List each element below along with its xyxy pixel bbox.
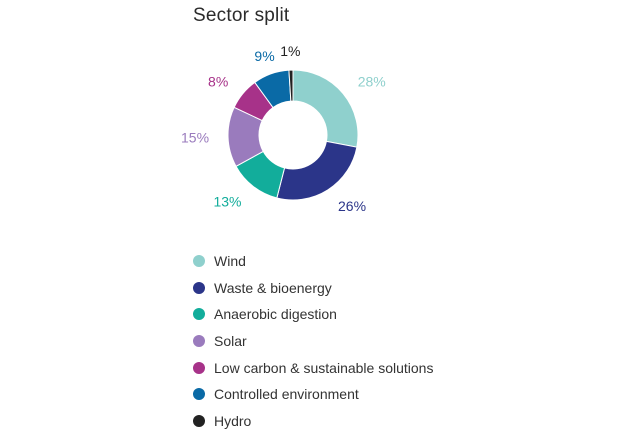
donut-chart: 28% 26% 13% 15% 8% 9% 1% [181,43,386,214]
legend-swatch [193,361,205,374]
legend-item-wind: Wind [193,248,433,275]
legend-label: Controlled environment [214,386,359,403]
data-label-low-carbon-and-sustainable-solutions: 8% [208,73,228,89]
data-label-anaerobic-digestion: 13% [213,193,241,209]
data-label-hydro: 1% [280,43,300,59]
slice-hydro [288,69,294,102]
chart-title: Sector split [193,5,290,26]
chart-legend: Wind Waste & bioenergy Anaerobic digestion… [193,248,433,434]
legend-swatch [193,281,205,294]
legend-swatch [193,255,205,268]
legend-item-anaerobic-digestion: Anaerobic digestion [193,301,433,328]
legend-swatch [193,335,205,348]
data-label-waste-and-bioenergy: 26% [338,198,366,214]
legend-label: Waste & bioenergy [214,279,332,296]
legend-item-controlled-environment: Controlled environment [193,381,433,408]
legend-label: Low carbon & sustainable solutions [214,359,434,376]
slice-waste-and-bioenergy [276,140,358,201]
legend-swatch [193,308,205,321]
legend-label: Solar [214,333,247,350]
legend-swatch [193,388,205,401]
data-label-controlled-environment: 9% [254,48,274,64]
data-label-solar: 15% [181,130,209,146]
legend-label: Wind [214,253,246,270]
legend-swatch [193,414,205,427]
slice-wind [292,69,359,148]
legend-item-hydro: Hydro [193,408,433,434]
legend-label: Anaerobic digestion [214,306,337,323]
data-label-wind: 28% [358,73,386,89]
legend-item-low-carbon-and-sustainable-solutions: Low carbon & sustainable solutions [193,354,433,381]
legend-label: Hydro [214,412,252,429]
legend-item-waste-and-bioenergy: Waste & bioenergy [193,275,433,302]
legend-item-solar: Solar [193,328,433,355]
